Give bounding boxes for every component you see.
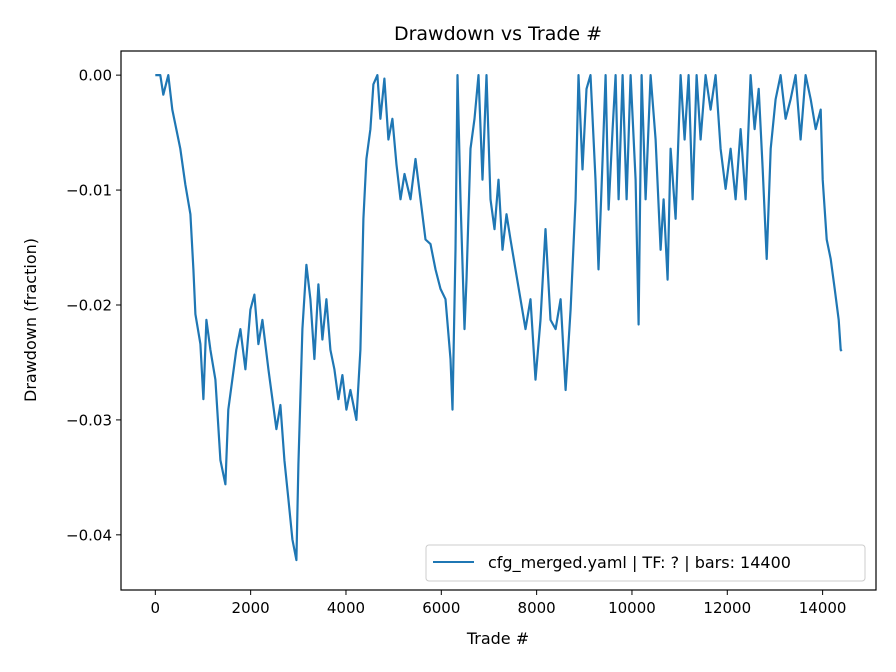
x-tick-label: 14000 (799, 599, 847, 617)
x-tick-label: 8000 (518, 599, 556, 617)
legend-label: cfg_merged.yaml | TF: ? | bars: 14400 (488, 553, 791, 573)
x-tick-label: 12000 (703, 599, 751, 617)
chart-title: Drawdown vs Trade # (394, 23, 602, 45)
x-tick-label: 10000 (608, 599, 656, 617)
y-tick-label: −0.04 (66, 526, 112, 544)
x-axis-label: Trade # (466, 629, 529, 648)
x-axis: 0 2000 4000 6000 8000 10000 12000 14000 (151, 590, 847, 617)
y-tick-label: −0.01 (66, 182, 112, 200)
legend: cfg_merged.yaml | TF: ? | bars: 14400 (425, 544, 866, 582)
drawdown-series-line (155, 73, 843, 562)
y-tick-label: −0.03 (66, 411, 112, 429)
y-axis: 0.00 −0.01 −0.02 −0.03 −0.04 (66, 67, 121, 544)
x-tick-label: 6000 (422, 599, 460, 617)
legend-box (425, 544, 866, 582)
y-axis-label: Drawdown (fraction) (21, 238, 40, 402)
x-tick-label: 0 (151, 599, 161, 617)
y-tick-label: 0.00 (79, 67, 112, 85)
x-tick-label: 2000 (232, 599, 270, 617)
plot-area (155, 73, 843, 562)
x-tick-label: 4000 (327, 599, 365, 617)
y-tick-label: −0.02 (66, 296, 112, 314)
axes-frame (120, 50, 877, 591)
